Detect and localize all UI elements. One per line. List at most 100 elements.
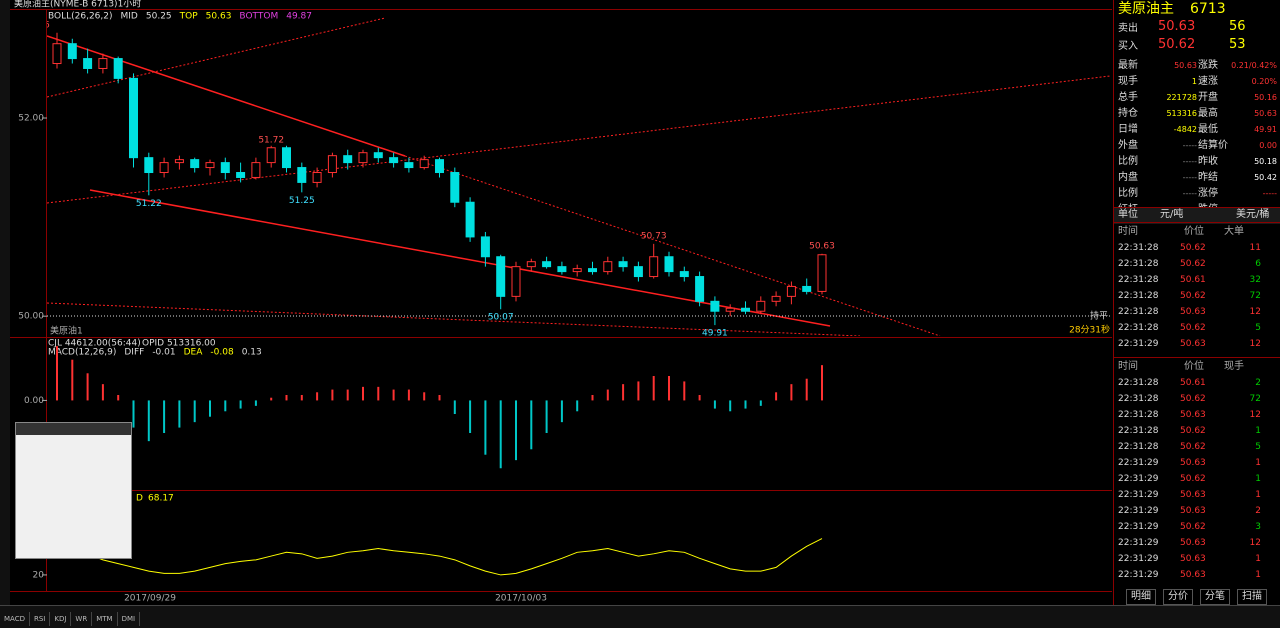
legend-item: MACD(12,26,9)	[48, 348, 116, 358]
table-header: 现手	[1224, 361, 1244, 372]
label: 内盘	[1118, 172, 1138, 183]
panel-tab[interactable]: 扫描	[1237, 589, 1267, 605]
value: 50.63	[1174, 61, 1197, 70]
candle-body	[52, 43, 62, 65]
volume: 53	[1229, 37, 1246, 52]
time: 22:31:29	[1118, 522, 1159, 532]
legend-item: BOTTOM	[239, 12, 278, 22]
label: 最低	[1198, 124, 1218, 135]
time: 22:31:29	[1118, 570, 1159, 580]
time: 22:31:29	[1118, 506, 1159, 516]
candle-body	[679, 271, 689, 278]
value: 49.91	[1254, 125, 1277, 134]
indicator-tab[interactable]: DMI	[118, 612, 141, 626]
volume: 5	[1255, 442, 1261, 452]
indicator-tab[interactable]: RSI	[30, 612, 51, 626]
price: 50.63	[1180, 458, 1206, 468]
candle-body	[496, 256, 506, 297]
drawing-palette[interactable]	[15, 422, 132, 559]
value: -----	[1182, 173, 1197, 182]
time: 22:31:28	[1118, 378, 1159, 388]
volume: 1	[1255, 474, 1261, 484]
panel-tab[interactable]: 分笔	[1200, 589, 1230, 605]
legend-item: -0.01	[152, 348, 175, 358]
price: 50.62	[1180, 442, 1206, 452]
time: 22:31:29	[1118, 538, 1159, 548]
table-header: 时间	[1118, 226, 1138, 237]
label: 昨收	[1198, 156, 1218, 167]
table-header: 价位	[1184, 226, 1204, 237]
trend-line	[47, 302, 861, 336]
value: 50.63	[1254, 109, 1277, 118]
volume: 1	[1255, 490, 1261, 500]
price: 50.63	[1180, 506, 1206, 516]
value: 50.16	[1254, 93, 1277, 102]
left-sidebar[interactable]	[0, 0, 10, 605]
value: 50.42	[1254, 173, 1277, 182]
value: 0.20%	[1251, 77, 1277, 86]
candle-body	[572, 268, 582, 273]
indicator-tab[interactable]: MACD	[0, 612, 30, 626]
volume: 12	[1249, 538, 1261, 548]
volume: 1	[1255, 426, 1261, 436]
candle-body	[129, 77, 138, 159]
trend-line	[89, 189, 831, 327]
candle-body	[312, 172, 322, 183]
volume: 56	[1229, 19, 1246, 34]
volume: 72	[1249, 291, 1261, 301]
price: 50.61	[1180, 275, 1206, 285]
candle-body	[664, 256, 674, 273]
value: 221728	[1166, 93, 1197, 102]
y-tick-label: 52.00	[18, 114, 44, 124]
quote-panel: 美原油主 6713 卖出 50.63 56 买入 50.62 53 最新 50.63 涨跌 0.21/…	[1113, 0, 1280, 605]
price-marker: 持平	[1090, 310, 1108, 322]
time: 22:31:28	[1118, 275, 1159, 285]
price-annotation: 50.73	[641, 231, 667, 241]
price: 50.63	[1180, 538, 1206, 548]
candle-body	[465, 201, 475, 238]
candle-body	[113, 58, 123, 79]
price: 50.63	[1158, 19, 1196, 34]
candle-body	[526, 261, 536, 268]
candle-body	[174, 159, 184, 164]
candle-body	[725, 307, 735, 312]
candle-body	[389, 157, 399, 164]
legend-item: 49.87	[286, 12, 312, 22]
label: 最高	[1198, 108, 1218, 119]
price: 50.62	[1158, 37, 1196, 52]
price: 50.62	[1180, 323, 1206, 333]
candle-body	[220, 162, 230, 174]
candle-body	[557, 266, 567, 273]
volume: 1	[1255, 570, 1261, 580]
panel-tab[interactable]: 分价	[1163, 589, 1193, 605]
candle-body	[190, 159, 200, 169]
label: 结算价	[1198, 140, 1228, 151]
candle-body	[756, 300, 766, 312]
indicator-tab[interactable]: KDJ	[50, 612, 72, 626]
volume: 1	[1255, 554, 1261, 564]
time: 22:31:29	[1118, 554, 1159, 564]
x-label: 2017/09/29	[124, 594, 176, 604]
indicator-tab[interactable]: MTM	[92, 612, 118, 626]
trend-line	[47, 17, 386, 98]
legend-item: MID	[121, 12, 138, 22]
price-annotation: 50.07	[488, 313, 514, 323]
price: 50.62	[1180, 474, 1206, 484]
time: 22:31:28	[1118, 307, 1159, 317]
indicator-tab[interactable]: WR	[71, 612, 93, 626]
candle-body	[159, 162, 169, 174]
volume: 72	[1249, 394, 1261, 404]
legend-item: DIFF	[124, 348, 144, 358]
candle-body	[435, 159, 444, 174]
label: 开盘	[1198, 92, 1218, 103]
price: 50.62	[1180, 394, 1206, 404]
label: 买入	[1118, 41, 1138, 52]
legend-item: 68.17	[148, 494, 174, 504]
panel-tab[interactable]: 明细	[1126, 589, 1156, 605]
time: 22:31:28	[1118, 243, 1159, 253]
price: 50.62	[1180, 426, 1206, 436]
price: 50.62	[1180, 259, 1206, 269]
candle-body	[251, 162, 261, 178]
countdown: 28分31秒	[1069, 324, 1110, 336]
chart-area: 美原油主(NYME-B 6713)1小时 52.00 50.00 52.86 51.7…	[0, 0, 1112, 605]
